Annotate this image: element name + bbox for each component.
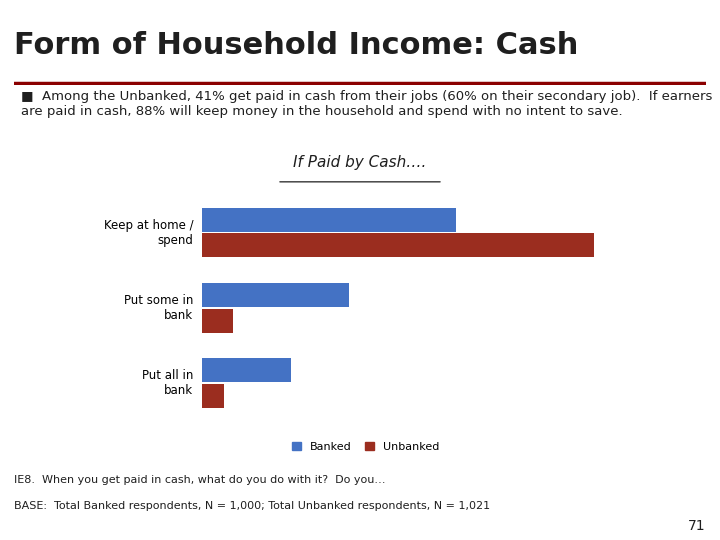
Bar — [202, 283, 348, 307]
Text: ■  Among the Unbanked, 41% get paid in cash from their jobs (60% on their second: ■ Among the Unbanked, 41% get paid in ca… — [22, 90, 713, 118]
Bar — [202, 308, 233, 333]
Text: BASE:  Total Banked respondents, N = 1,000; Total Unbanked respondents, N = 1,02: BASE: Total Banked respondents, N = 1,00… — [14, 501, 490, 511]
Text: 71: 71 — [688, 519, 706, 534]
Legend: Banked, Unbanked: Banked, Unbanked — [292, 442, 439, 452]
Text: If Paid by Cash….: If Paid by Cash…. — [293, 155, 427, 170]
Bar — [202, 358, 291, 382]
Bar — [202, 233, 594, 258]
Bar — [202, 208, 456, 232]
Bar — [202, 384, 224, 408]
Text: IE8.  When you get paid in cash, what do you do with it?  Do you…: IE8. When you get paid in cash, what do … — [14, 475, 386, 485]
Text: Form of Household Income: Cash: Form of Household Income: Cash — [14, 31, 579, 60]
